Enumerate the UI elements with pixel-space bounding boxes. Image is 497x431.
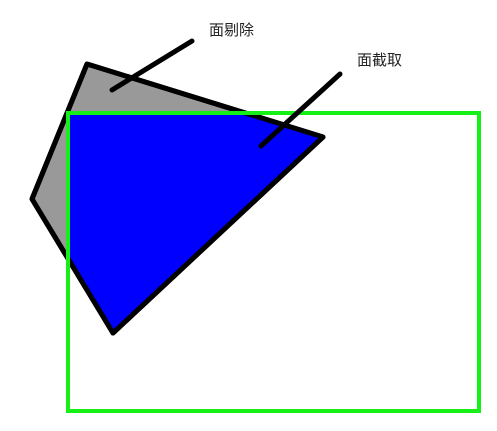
clip-rectangle [66, 111, 481, 413]
pointer-line-culling [109, 38, 195, 93]
pointer-line-clipping [258, 71, 343, 149]
label-face-culling: 面剔除 [209, 21, 254, 39]
clipped-polygon [68, 113, 323, 333]
label-face-clipping: 面截取 [357, 51, 402, 69]
